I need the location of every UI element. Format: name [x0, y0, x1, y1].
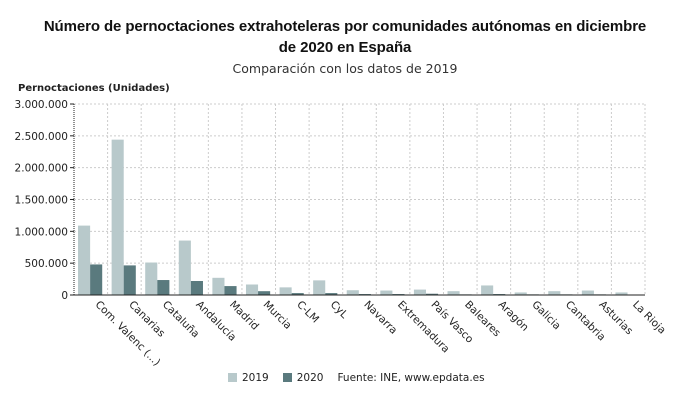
bar-2020: [190, 280, 203, 295]
bar-2020: [157, 280, 170, 295]
bar-2019: [145, 262, 158, 295]
bar-2019: [615, 292, 628, 295]
x-tick-label: La Rioja: [630, 299, 668, 337]
legend-item-2019: 2019: [228, 372, 269, 384]
bar-2019: [279, 287, 292, 295]
bar-2019: [111, 139, 124, 295]
chart-header: Número de pernoctaciones extrahoteleras …: [0, 16, 690, 95]
y-tick-label: 1.500.000: [15, 195, 68, 207]
y-tick-label: 1.000.000: [15, 226, 68, 238]
y-tick-label: 2.500.000: [15, 131, 68, 143]
chart-title-line2: de 2020 en España: [278, 39, 412, 56]
y-tick-label: 2.000.000: [15, 163, 68, 175]
legend-item-2020: 2020: [282, 372, 323, 384]
legend: 2019 2020 Fuente: INE, www.epdata.es: [228, 372, 485, 384]
x-tick-label: Com. Valenc (...): [93, 299, 163, 369]
bar-2020: [258, 291, 271, 295]
y-tick-label: 0: [61, 290, 68, 302]
x-tick-label: CyL: [328, 299, 350, 321]
bar-2019: [447, 291, 460, 295]
bar-2019: [78, 225, 91, 295]
bar-2019: [313, 280, 326, 295]
bar-2020: [224, 286, 237, 295]
bar-2019: [178, 240, 191, 295]
x-tick-label: Galicia: [529, 299, 563, 333]
x-tick-label: Navarra: [361, 299, 399, 337]
bar-2020: [123, 265, 136, 295]
bar-2019: [346, 290, 359, 295]
bar-2019: [548, 291, 561, 295]
bar-2019: [245, 284, 259, 295]
x-tick-label: Murcia: [261, 299, 294, 332]
x-tick-label: C-LM: [294, 299, 321, 326]
bar-2019: [581, 290, 594, 295]
bar-2019: [380, 290, 393, 295]
source-text: Fuente: INE, www.epdata.es: [337, 372, 485, 384]
chart-title-line1: Número de pernoctaciones extrahoteleras …: [43, 18, 647, 35]
bar-2020: [90, 264, 103, 295]
legend-swatch: [228, 373, 237, 382]
bar-2020: [325, 293, 338, 295]
bar-2019: [212, 277, 225, 295]
bar-2020: [426, 293, 439, 295]
bar-2019: [413, 289, 427, 295]
y-tick-label: 3.000.000: [15, 99, 68, 111]
bar-2019: [481, 285, 494, 295]
bar-2019: [514, 292, 527, 295]
legend-swatch: [282, 373, 292, 382]
chart-subtitle: Comparación con los datos de 2019: [232, 61, 458, 76]
bar-2020: [291, 293, 304, 295]
y-axis-label: Pernoctaciones (Unidades): [18, 83, 170, 94]
y-tick-label: 500.000: [25, 258, 68, 270]
